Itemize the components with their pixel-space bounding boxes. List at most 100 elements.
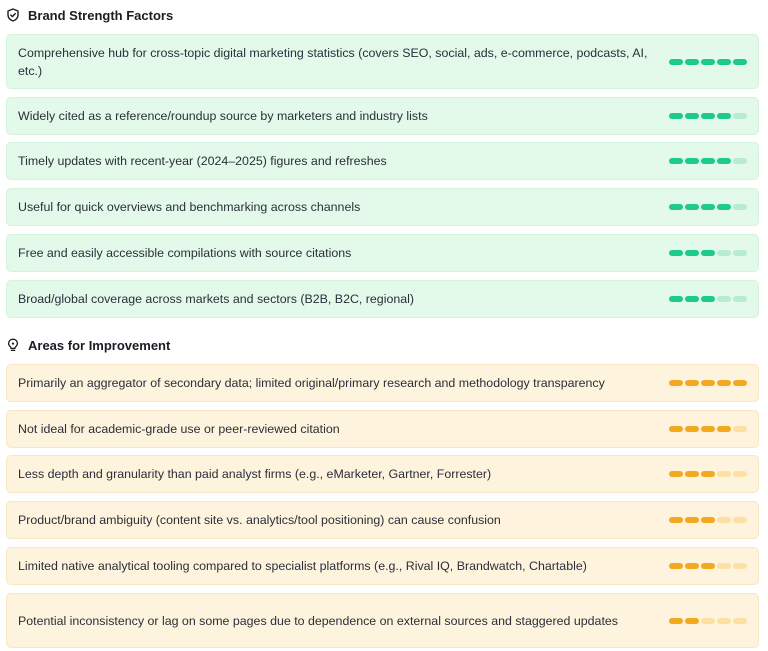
strengths-score-meter [669, 58, 747, 65]
score-segment [669, 158, 683, 164]
lightbulb-icon [6, 338, 20, 352]
score-segment [685, 517, 699, 523]
score-segment [701, 426, 715, 432]
improvements-title: Areas for Improvement [28, 337, 171, 353]
score-segment [701, 158, 715, 164]
score-segment [669, 471, 683, 477]
strengths-title: Brand Strength Factors [28, 7, 174, 23]
improvements-card: Less depth and granularity than paid ana… [6, 455, 759, 493]
improvements-card-label: Product/brand ambiguity (content site vs… [18, 513, 501, 527]
score-segment [669, 58, 683, 65]
improvements-card-label: Not ideal for academic-grade use or peer… [18, 422, 340, 436]
score-segment [669, 250, 683, 256]
score-segment [733, 426, 747, 432]
score-segment [685, 426, 699, 432]
score-segment [685, 380, 699, 386]
score-segment [701, 204, 715, 210]
score-segment [733, 113, 747, 119]
score-segment [717, 113, 731, 119]
strengths-header: Brand Strength Factors [6, 5, 173, 25]
improvements-card: Not ideal for academic-grade use or peer… [6, 410, 759, 448]
score-segment [701, 517, 715, 523]
score-segment [733, 250, 747, 256]
score-segment [685, 296, 699, 302]
score-segment [685, 563, 699, 569]
improvements-card-label: Potential inconsistency or lag on some p… [18, 613, 618, 628]
score-segment [717, 617, 731, 624]
score-segment [685, 617, 699, 624]
improvements-score-meter [669, 563, 747, 569]
strengths-score-meter [669, 113, 747, 119]
improvements-card-label: Primarily an aggregator of secondary dat… [18, 376, 605, 390]
score-segment [717, 517, 731, 523]
strengths-card-label: Broad/global coverage across markets and… [18, 292, 415, 306]
improvements-header: Areas for Improvement [6, 335, 170, 355]
score-segment [701, 296, 715, 302]
strengths-score-meter [669, 204, 747, 210]
score-segment [717, 563, 731, 569]
score-segment [717, 158, 731, 164]
strengths-card: Widely cited as a reference/roundup sour… [6, 97, 759, 135]
improvements-card: Product/brand ambiguity (content site vs… [6, 501, 759, 539]
strengths-card: Useful for quick overviews and benchmark… [6, 188, 759, 226]
strengths-card-label: Widely cited as a reference/roundup sour… [18, 109, 428, 123]
score-segment [685, 471, 699, 477]
score-segment [669, 617, 683, 624]
score-segment [685, 204, 699, 210]
improvements-score-meter [669, 517, 747, 523]
strengths-card-label: Useful for quick overviews and benchmark… [18, 200, 361, 214]
score-segment [669, 517, 683, 523]
strengths-score-meter [669, 250, 747, 256]
strengths-card-label: Timely updates with recent-year (2024–20… [18, 154, 387, 168]
shield-check-icon [6, 8, 20, 22]
score-segment [701, 471, 715, 477]
score-segment [733, 563, 747, 569]
score-segment [733, 517, 747, 523]
strengths-card: Broad/global coverage across markets and… [6, 280, 759, 318]
strengths-card: Free and easily accessible compilations … [6, 234, 759, 272]
score-segment [717, 58, 731, 65]
score-segment [701, 113, 715, 119]
score-segment [701, 617, 715, 624]
score-segment [733, 204, 747, 210]
strengths-card: Timely updates with recent-year (2024–20… [6, 142, 759, 180]
score-segment [669, 563, 683, 569]
strengths-score-meter [669, 296, 747, 302]
improvements-card-label: Less depth and granularity than paid ana… [18, 467, 492, 481]
score-segment [733, 58, 747, 65]
score-segment [701, 58, 715, 65]
improvements-score-meter [669, 617, 747, 624]
score-segment [685, 58, 699, 65]
score-segment [733, 296, 747, 302]
improvements-card: Primarily an aggregator of secondary dat… [6, 364, 759, 402]
score-segment [717, 380, 731, 386]
strengths-card-label: Free and easily accessible compilations … [18, 246, 352, 260]
score-segment [701, 563, 715, 569]
score-segment [685, 158, 699, 164]
strengths-score-meter [669, 158, 747, 164]
improvements-score-meter [669, 426, 747, 432]
strengths-card-label: Comprehensive hub for cross-topic digita… [18, 45, 648, 78]
score-segment [733, 380, 747, 386]
score-segment [733, 471, 747, 477]
score-segment [701, 380, 715, 386]
strengths-card: Comprehensive hub for cross-topic digita… [6, 34, 759, 89]
improvements-score-meter [669, 471, 747, 477]
score-segment [669, 380, 683, 386]
score-segment [717, 204, 731, 210]
score-segment [701, 250, 715, 256]
score-segment [717, 471, 731, 477]
score-segment [717, 250, 731, 256]
improvements-card-label: Limited native analytical tooling compar… [18, 559, 587, 573]
score-segment [717, 296, 731, 302]
score-segment [733, 158, 747, 164]
score-segment [733, 617, 747, 624]
score-segment [669, 426, 683, 432]
score-segment [669, 204, 683, 210]
score-segment [669, 296, 683, 302]
score-segment [717, 426, 731, 432]
score-segment [669, 113, 683, 119]
improvements-card: Limited native analytical tooling compar… [6, 547, 759, 585]
score-segment [685, 250, 699, 256]
score-segment [685, 113, 699, 119]
